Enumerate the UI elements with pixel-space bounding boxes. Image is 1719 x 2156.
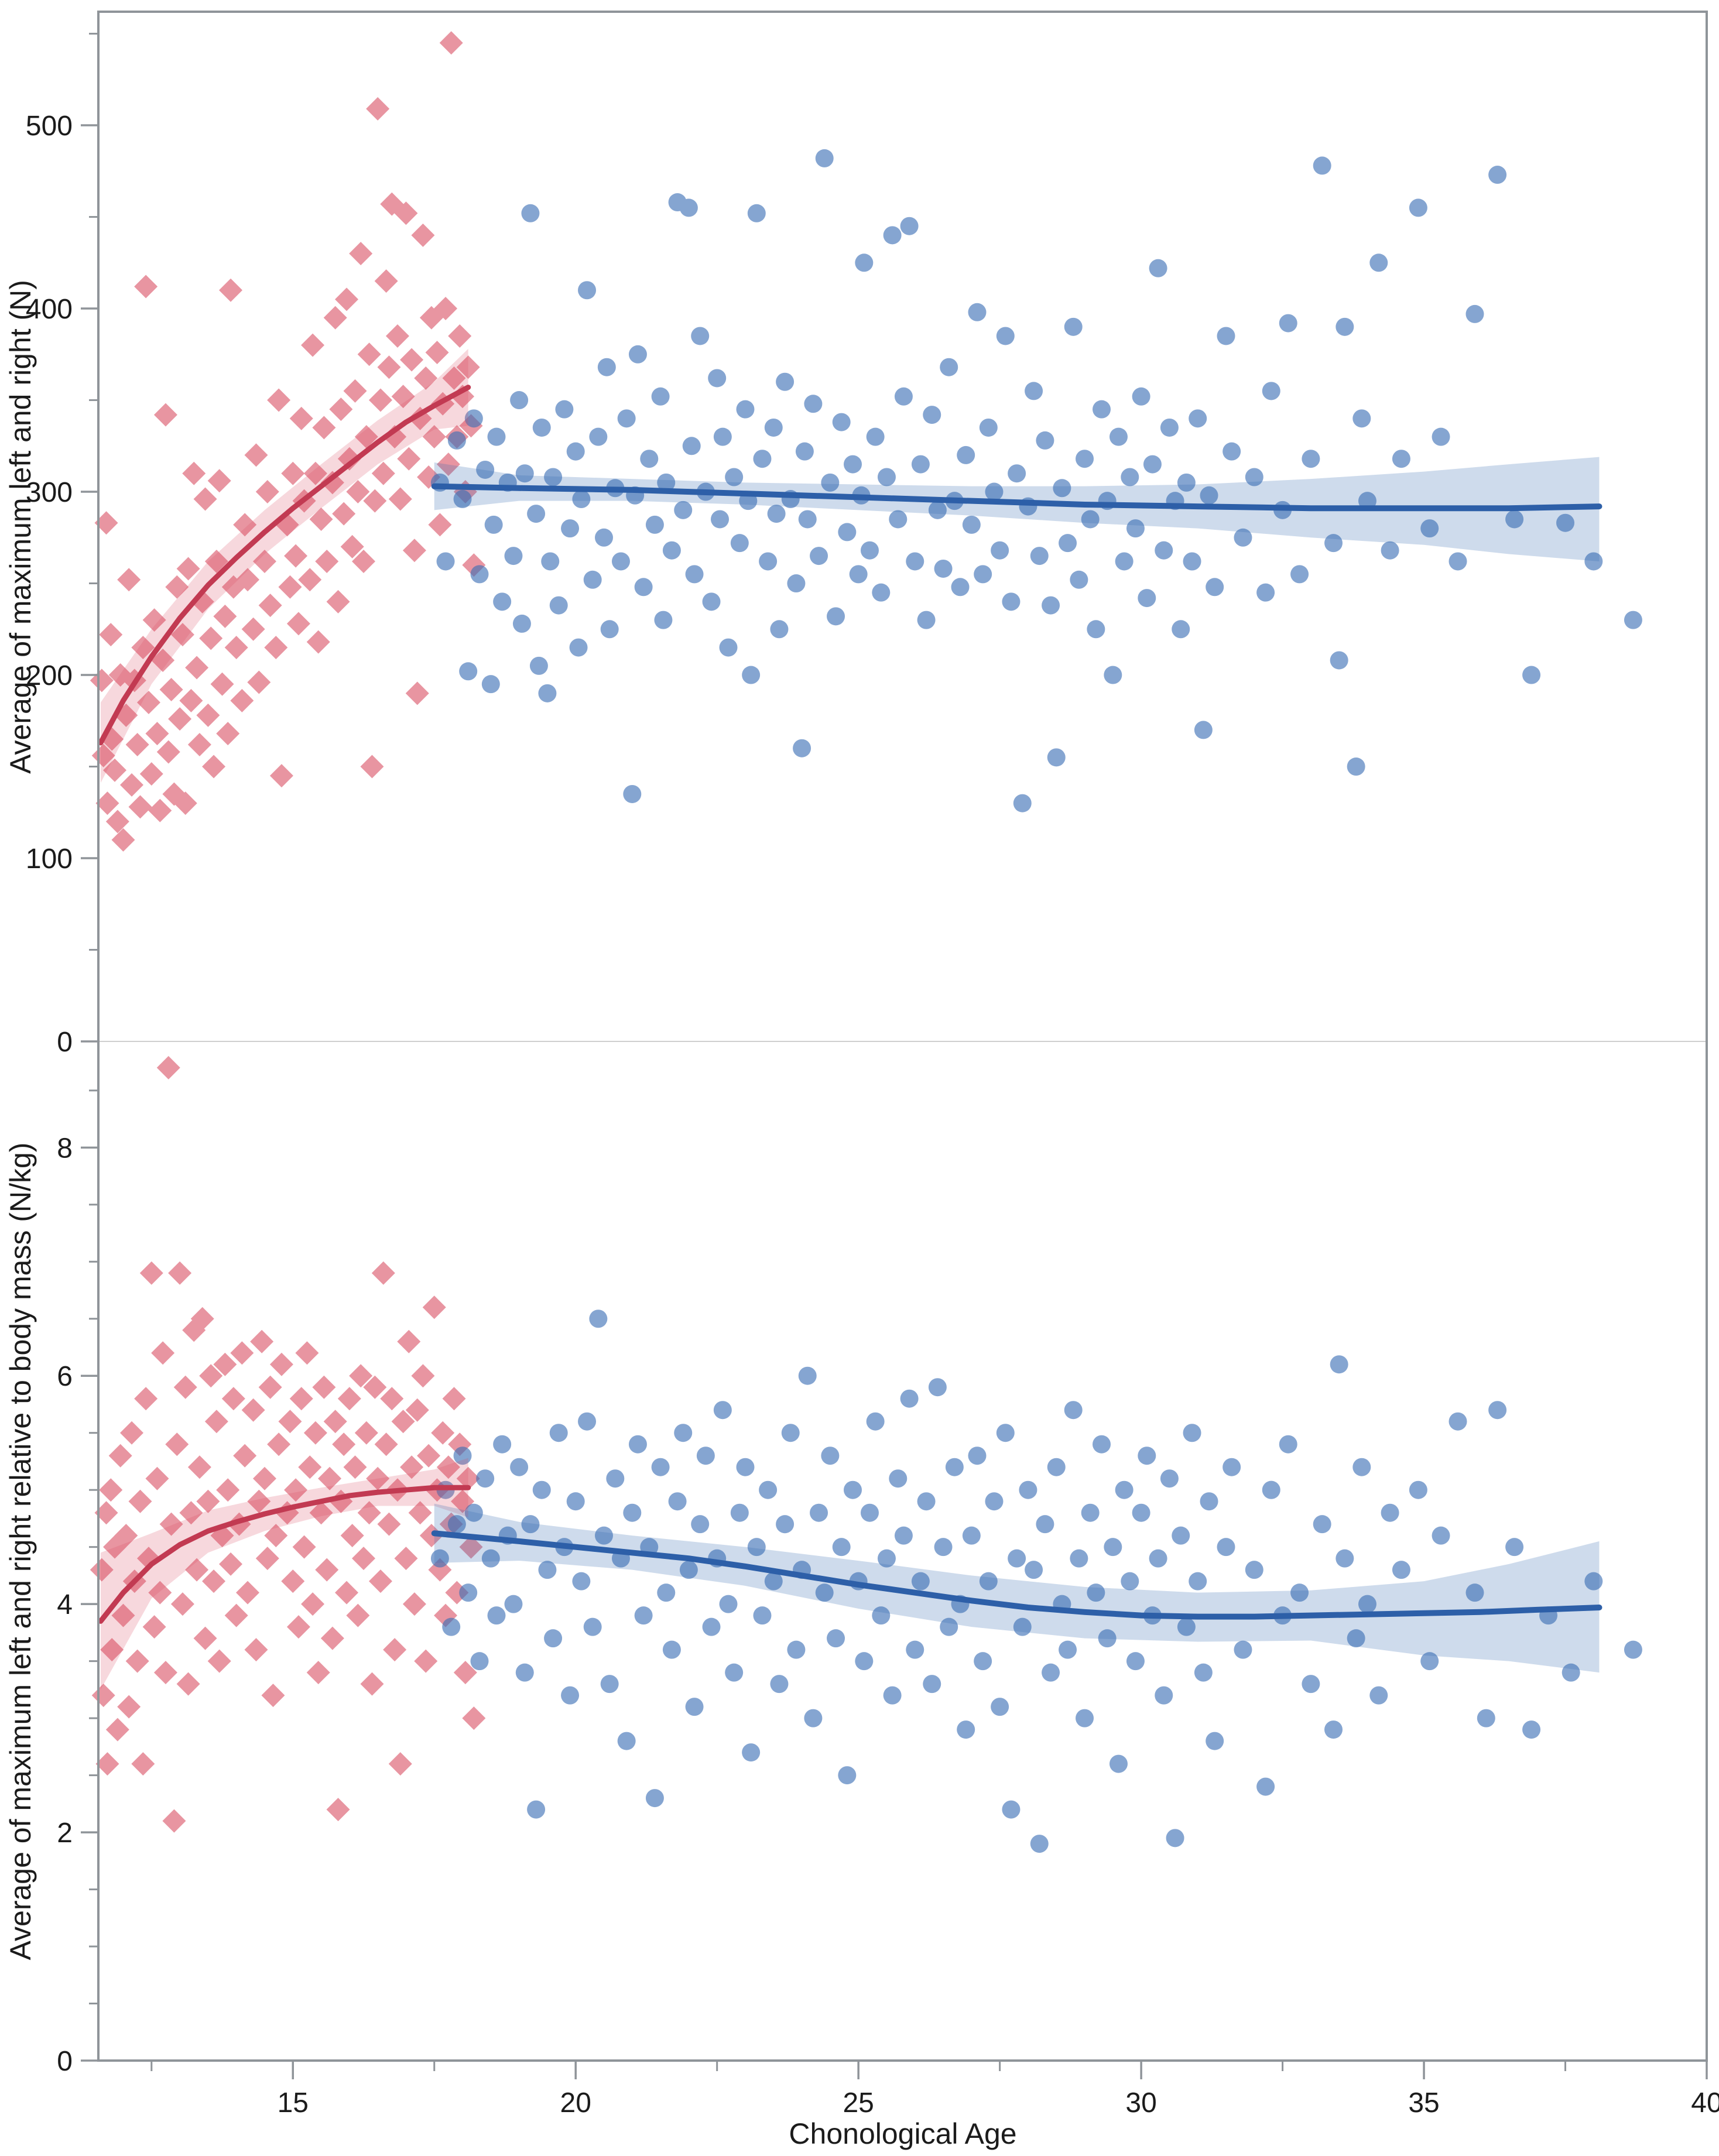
top-adults-confidence-band <box>434 457 1600 561</box>
bottom-y-tick-label: 0 <box>57 2046 73 2077</box>
panel-top: 0 100 200 300 400 500 <box>26 31 1642 1058</box>
top-y-tick-label: 400 <box>26 294 73 325</box>
x-tick-label: 20 <box>560 2088 591 2119</box>
top-adults-points[interactable] <box>430 149 1642 813</box>
chart-render-root: 0 100 200 300 400 500 0 2 4 6 8 15 20 25 30 35 40 <box>26 11 1719 2119</box>
bottom-adults-fit-line <box>431 1530 1602 1620</box>
bottom-y-tick-label: 8 <box>57 1133 73 1164</box>
top-adolescents-confidence-band <box>100 348 468 783</box>
plot-frame <box>97 11 1708 2062</box>
x-tick-label: 40 <box>1691 2088 1719 2119</box>
top-y-tick-label: 300 <box>26 477 73 508</box>
top-y-tick-label: 500 <box>26 111 73 142</box>
x-axis-title: Chonological Age <box>789 2117 1016 2150</box>
panel-bottom: 0 2 4 6 8 <box>57 1055 1642 2077</box>
bottom-adolescents-points[interactable] <box>90 1055 486 1833</box>
bottom-adults-confidence-band <box>434 1503 1600 1673</box>
bottom-y-tick-label: 2 <box>57 1818 73 1849</box>
x-tick-label: 25 <box>843 2088 874 2119</box>
bottom-y-axis-title: Average of maximum left and right relati… <box>4 1143 37 1960</box>
top-adolescents-points[interactable] <box>90 31 486 852</box>
bottom-y-tick-label: 6 <box>57 1361 73 1392</box>
x-tick-label: 30 <box>1125 2088 1156 2119</box>
top-y-tick-label: 200 <box>26 660 73 691</box>
bottom-y-tick-label: 4 <box>57 1589 73 1620</box>
top-y-tick-label: 0 <box>57 1027 73 1058</box>
top-y-tick-label: 100 <box>26 844 73 875</box>
bottom-adolescents-fit-line <box>98 1485 471 1624</box>
bottom-adolescents-confidence-band <box>100 1458 468 1690</box>
top-y-axis-title: Average of maximum left and right (N) <box>4 280 37 774</box>
top-y-axis-ticks: 0 100 200 300 400 500 <box>26 33 98 1058</box>
x-tick-label: 15 <box>278 2088 309 2119</box>
bottom-y-axis-ticks: 0 2 4 6 8 <box>57 1089 98 2077</box>
x-tick-label: 35 <box>1408 2088 1439 2119</box>
top-adults-fit-line <box>431 483 1602 512</box>
x-axis-ticks: 15 20 25 30 35 40 <box>150 2061 1719 2119</box>
top-adolescents-fit-line <box>98 385 471 746</box>
